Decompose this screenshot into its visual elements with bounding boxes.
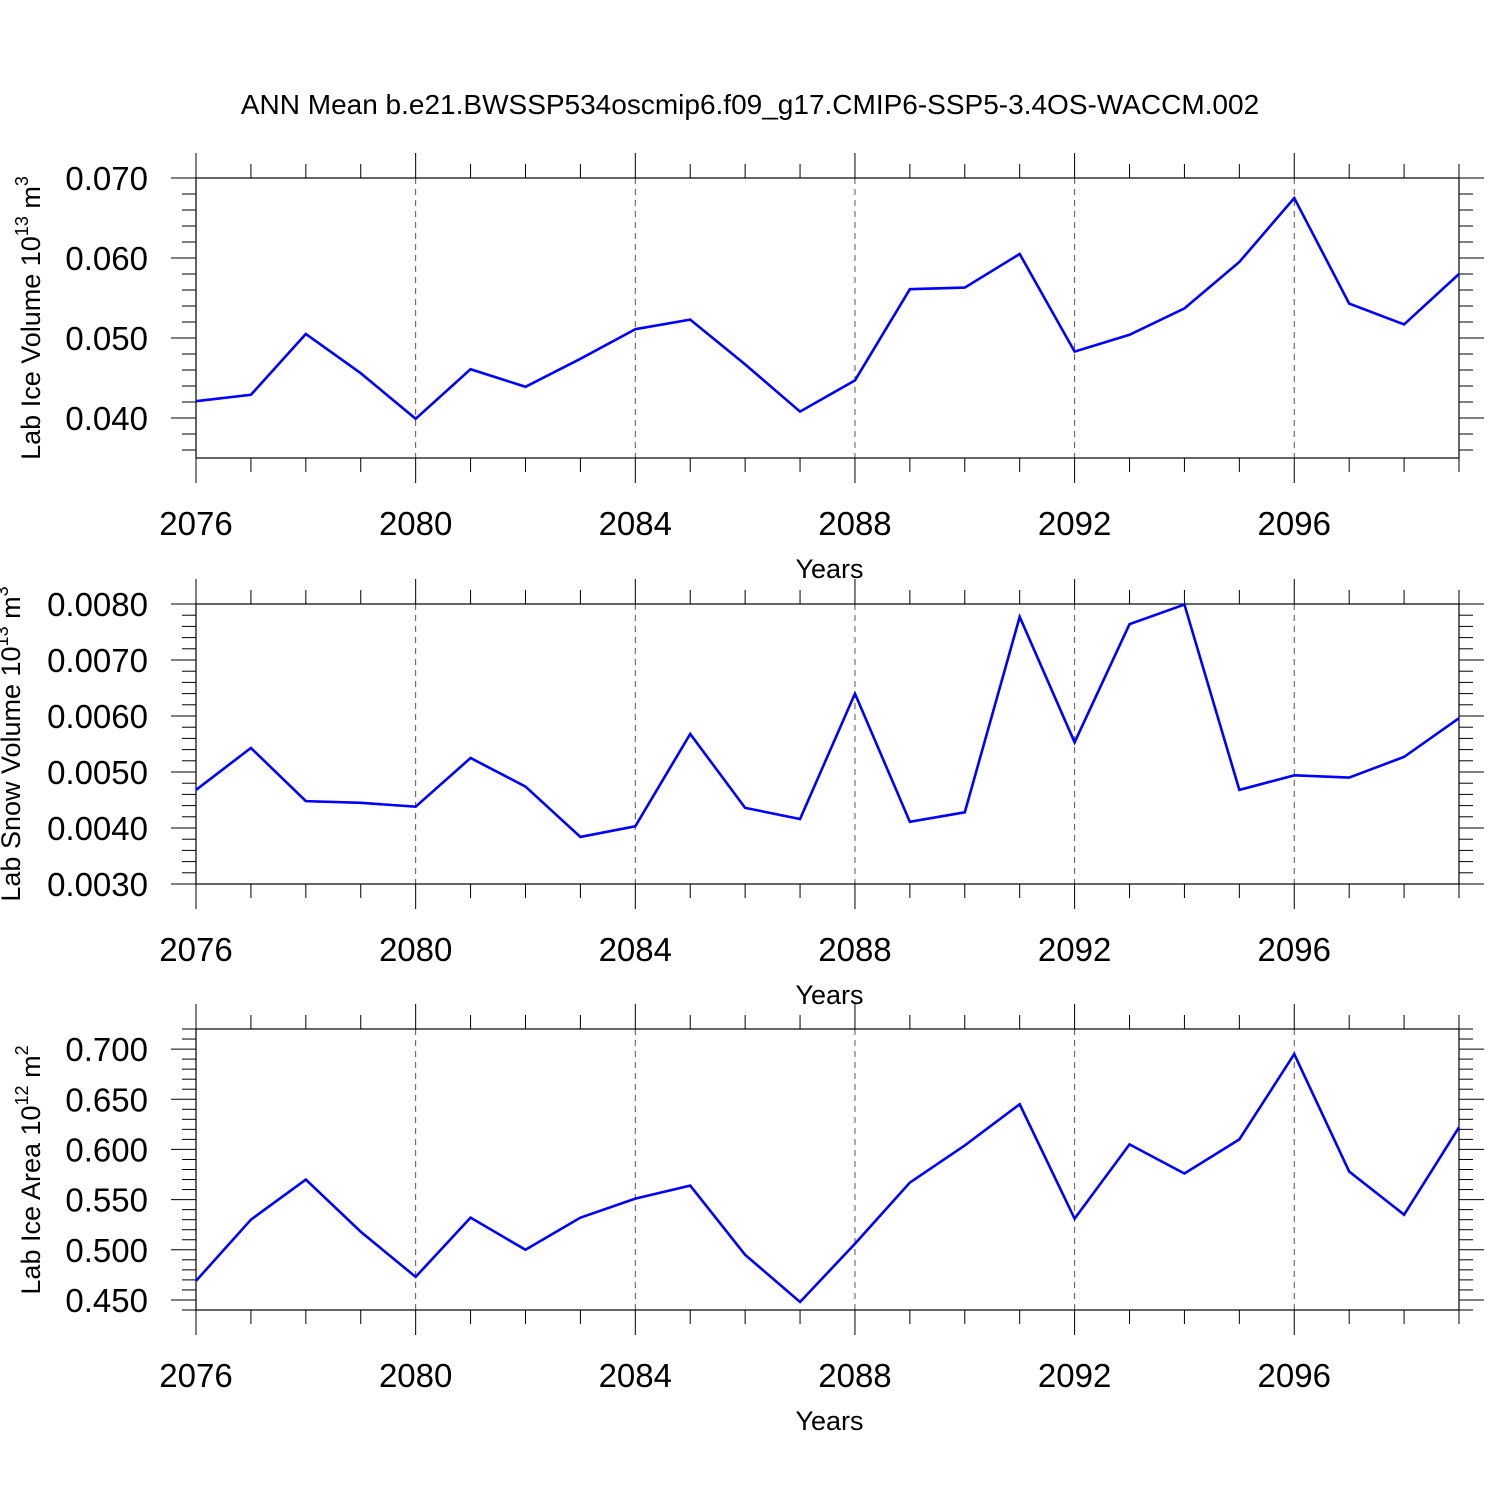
- y-tick-label: 0.0030: [47, 866, 148, 903]
- x-tick-label: 2084: [599, 1357, 672, 1394]
- x-tick-label: 2096: [1258, 505, 1331, 542]
- y-axis-title-main: Lab Ice Area 10: [16, 1105, 46, 1294]
- x-tick-label: 2076: [159, 505, 232, 542]
- y-axis-title: Lab Ice Volume 1013 m3: [12, 176, 46, 460]
- x-axis-title: Years: [795, 554, 863, 584]
- x-tick-label: 2088: [818, 1357, 891, 1394]
- y-tick-label: 0.450: [65, 1282, 148, 1319]
- y-tick-label: 0.060: [65, 240, 148, 277]
- y-tick-label: 0.0040: [47, 810, 148, 847]
- y-axis-title-unit-exponent: 2: [12, 1045, 32, 1055]
- figure-title: ANN Mean b.e21.BWSSP534oscmip6.f09_g17.C…: [241, 89, 1259, 120]
- plot-frame: [195, 1028, 1460, 1311]
- y-axis-title-unit: m: [0, 596, 26, 626]
- y-tick-label: 0.040: [65, 400, 148, 437]
- series-line: [195, 195, 1460, 421]
- y-axis-title-exponent: 12: [12, 1085, 32, 1105]
- y-axis-title-unit: m: [16, 186, 46, 216]
- y-tick-label: 0.070: [65, 160, 148, 197]
- y-axis-title-exponent: 13: [0, 626, 12, 646]
- panels: 2076 2080 2084 2088 2092 2096 0.040 0.050 0.060 0…: [0, 153, 1484, 1436]
- panel-3: 2076 2080 2084 2088 2092 2096 0.450 0.500 0.550 0…: [12, 1004, 1484, 1436]
- y-axis-title-main: Lab Ice Volume 10: [16, 236, 46, 460]
- x-tick-label: 2080: [379, 505, 452, 542]
- plot-frame: [195, 603, 1460, 885]
- x-tick-label: 2088: [818, 931, 891, 968]
- y-tick-label: 0.0080: [47, 586, 148, 623]
- y-axis-title: Lab Snow Volume 1013 m3: [0, 586, 26, 901]
- x-tick-label: 2096: [1258, 931, 1331, 968]
- y-axis-title-unit-exponent: 3: [12, 176, 32, 186]
- x-tick-label: 2084: [599, 931, 672, 968]
- x-tick-label: 2092: [1038, 505, 1111, 542]
- y-axis-title-main: Lab Snow Volume 10: [0, 646, 26, 901]
- series-line: [195, 602, 1460, 839]
- y-axis-title: Lab Ice Area 1012 m2: [12, 1045, 46, 1294]
- y-tick-label: 0.050: [65, 320, 148, 357]
- y-axis-title-unit-exponent: 3: [0, 586, 12, 596]
- y-tick-label: 0.650: [65, 1081, 148, 1118]
- y-tick-label: 0.0070: [47, 642, 148, 679]
- x-tick-label: 2076: [159, 931, 232, 968]
- x-tick-label: 2088: [818, 505, 891, 542]
- x-tick-label: 2076: [159, 1357, 232, 1394]
- y-axis-title-exponent: 13: [12, 216, 32, 236]
- x-tick-label: 2096: [1258, 1357, 1331, 1394]
- y-tick-label: 0.0050: [47, 754, 148, 791]
- x-tick-label: 2080: [379, 1357, 452, 1394]
- y-tick-label: 0.600: [65, 1131, 148, 1168]
- panel-2: 2076 2080 2084 2088 2092 2096 0.0030 0.0040 0.00…: [0, 579, 1484, 1010]
- plot-frame: [195, 177, 1460, 459]
- x-tick-label: 2084: [599, 505, 672, 542]
- y-tick-label: 0.700: [65, 1031, 148, 1068]
- y-tick-label: 0.550: [65, 1182, 148, 1219]
- x-axis-title: Years: [795, 980, 863, 1010]
- y-tick-label: 0.0060: [47, 698, 148, 735]
- x-tick-label: 2092: [1038, 931, 1111, 968]
- series-line: [195, 1051, 1461, 1304]
- y-axis-title-unit: m: [16, 1055, 46, 1085]
- y-tick-label: 0.500: [65, 1232, 148, 1269]
- panel-1: 2076 2080 2084 2088 2092 2096 0.040 0.050 0.060 0…: [12, 153, 1484, 584]
- x-axis-title: Years: [795, 1406, 863, 1436]
- x-tick-label: 2092: [1038, 1357, 1111, 1394]
- x-tick-label: 2080: [379, 931, 452, 968]
